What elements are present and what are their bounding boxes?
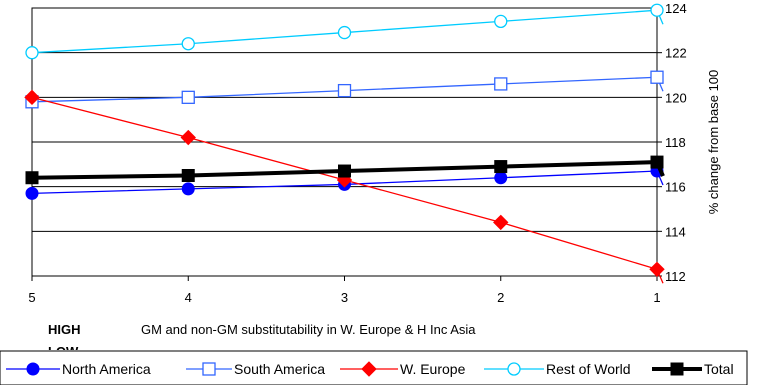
data-point-w-europe xyxy=(493,214,509,231)
data-point-total xyxy=(181,169,195,182)
legend-items: North America South America W. Europe Rest … xyxy=(6,361,734,377)
x-axis-title: GM and non-GM substitutability in W. Eur… xyxy=(141,322,476,337)
legend-item-rest-of-world: Rest of World xyxy=(484,361,631,377)
data-point-w-europe xyxy=(24,89,40,106)
y-tick-label: 122 xyxy=(665,46,687,61)
data-point-total xyxy=(650,155,664,169)
series-rest-of-world xyxy=(25,3,664,60)
legend-swatch-marker xyxy=(202,362,216,376)
y-tick-label: 112 xyxy=(665,269,686,284)
legend-item-total: Total xyxy=(652,361,734,377)
legend-label: Rest of World xyxy=(546,361,631,377)
data-point-rest-of-world xyxy=(337,25,352,40)
data-point-south-america xyxy=(650,70,664,84)
clipped-label-wrap: LOW xyxy=(48,344,79,359)
data-point-total xyxy=(494,160,508,174)
series-north-america xyxy=(25,164,664,200)
x-tick-label: 1 xyxy=(653,290,660,305)
y-axis: 112 114 116 118 120 122 124 xyxy=(657,1,687,284)
x-axis: 5 4 3 2 1 xyxy=(28,276,661,305)
data-point-north-america xyxy=(494,171,508,185)
legend-item-south-america: South America xyxy=(186,361,325,377)
data-point-rest-of-world xyxy=(650,3,664,17)
legend-swatch-marker xyxy=(361,361,377,377)
data-point-rest-of-world xyxy=(181,37,195,51)
series-group xyxy=(24,3,665,284)
y-axis-title: % change from base 100 xyxy=(706,70,721,215)
legend-swatch-marker xyxy=(670,362,684,376)
data-point-rest-of-world xyxy=(25,46,39,60)
legend-item-north-america: North America xyxy=(6,361,151,377)
data-point-w-europe xyxy=(180,129,196,146)
y-tick-label: 116 xyxy=(665,180,686,195)
legend-swatch-marker xyxy=(507,362,521,376)
data-point-north-america xyxy=(181,182,195,196)
legend-label: North America xyxy=(62,361,151,377)
y-tick-label: 114 xyxy=(665,224,686,239)
substitutability-low-label: LOW xyxy=(48,344,79,359)
legend-item-w-europe: W. Europe xyxy=(340,361,466,377)
data-point-total xyxy=(338,164,351,178)
x-tick-label: 2 xyxy=(497,290,504,305)
legend-swatch-marker xyxy=(26,362,40,376)
series-total xyxy=(25,155,665,185)
y-tick-label: 120 xyxy=(665,90,687,105)
y-tick-label: 124 xyxy=(665,1,687,16)
data-point-total xyxy=(25,171,39,185)
legend-label: Total xyxy=(704,361,734,377)
legend-label: W. Europe xyxy=(400,361,466,377)
x-tick-label: 3 xyxy=(341,290,348,305)
data-point-rest-of-world xyxy=(494,14,508,29)
gridlines xyxy=(32,7,657,277)
data-point-w-europe xyxy=(649,261,665,278)
data-point-south-america xyxy=(181,90,195,104)
x-tick-label: 4 xyxy=(185,290,192,305)
y-tick-label: 118 xyxy=(665,135,686,150)
x-tick-label: 5 xyxy=(28,290,35,305)
series-south-america xyxy=(25,70,664,109)
substitutability-high-label: HIGH xyxy=(48,322,81,337)
data-point-south-america xyxy=(494,77,508,91)
data-point-south-america xyxy=(337,83,352,98)
legend-label: South America xyxy=(234,361,325,377)
data-point-north-america xyxy=(25,186,39,200)
